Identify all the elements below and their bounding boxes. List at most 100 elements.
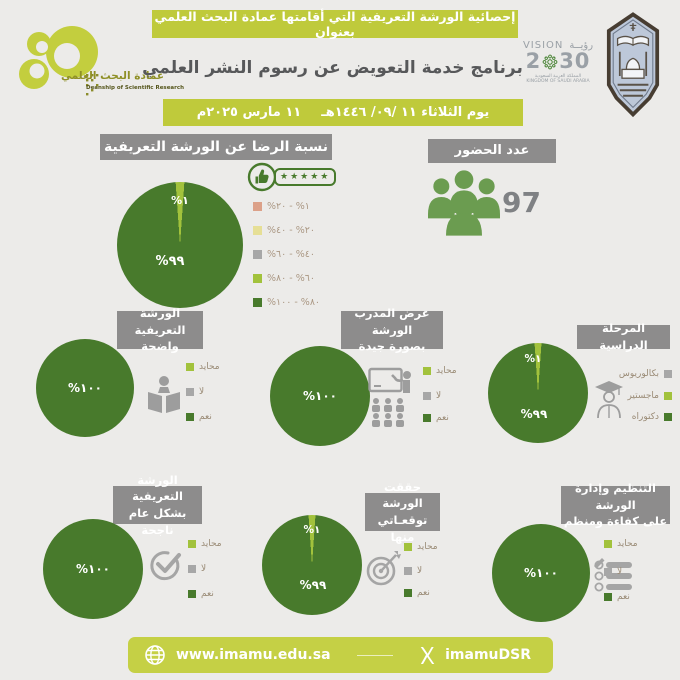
- legend-swatch: [664, 392, 672, 400]
- header-top-banner: إحصائية الورشة التعريفية التي أقامتها عم…: [152, 9, 518, 39]
- trainer-legend-item: نعم: [423, 413, 449, 423]
- trainer-chart-title: عرض المدرب الورشة بصورة جيدة: [341, 306, 443, 353]
- expectations-chart-title: حققت الورشة توقعـاتي منها: [365, 480, 440, 544]
- title-line: على كفاءة ومنظم: [563, 514, 668, 529]
- academic-legend-item: بكالوريوس: [606, 369, 672, 379]
- date-gregorian: ١١ مارس ٢٠٢٥م: [196, 105, 302, 120]
- checkmark-icon: [150, 551, 181, 581]
- legend-swatch: [604, 568, 612, 576]
- attendance-badge: عدد الحضور: [428, 139, 556, 163]
- satisfaction-small-slice-label: %١: [171, 194, 189, 207]
- legend-label: %٢٠ - %١: [267, 201, 310, 212]
- clarity-legend-item: محايد: [186, 362, 220, 372]
- satisfaction-legend-item: %٤٠ - %٢٠: [253, 225, 315, 236]
- success-chart-title: الورشة التعريفية بشكل عام ناجحة: [113, 473, 202, 537]
- globe-icon: [145, 645, 165, 665]
- x-twitter-icon: [420, 646, 435, 664]
- footer-website-link[interactable]: www.imamu.edu.sa: [176, 647, 331, 663]
- legend-label: لا: [617, 567, 623, 577]
- legend-label: نعم: [199, 412, 212, 422]
- legend-label: نعم: [617, 592, 630, 602]
- legend-label: دكتوراه: [631, 412, 659, 422]
- expectations-big-slice-label: %٩٩: [299, 578, 327, 592]
- legend-swatch: [423, 367, 431, 375]
- organization-legend-item: محايد: [604, 539, 638, 549]
- clarity-legend-item: نعم: [186, 412, 212, 422]
- vision-emblem-icon: [542, 54, 558, 69]
- expectations-legend-item: نعم: [404, 588, 430, 598]
- clarity-chart-title: الورشة التعريفية واضحة: [117, 306, 203, 353]
- vision-year-2: 2: [525, 49, 542, 73]
- legend-swatch: [253, 202, 262, 211]
- expectations-small-slice-label: %١: [303, 524, 321, 536]
- vision-year-30: 30: [559, 49, 591, 73]
- satisfaction-chart-title: نسبة الرضا عن الورشة التعريفية: [100, 134, 332, 160]
- vision-ar-text: رؤيــة: [569, 40, 594, 51]
- legend-label: نعم: [417, 588, 430, 598]
- footer-bar: www.imamu.edu.sa imamuDSR: [128, 637, 553, 673]
- legend-swatch: [186, 363, 194, 371]
- academic-legend-item: دكتوراه: [606, 412, 672, 422]
- satisfaction-pie-chart: [117, 182, 243, 308]
- title-line: الورشة التعريفية: [134, 306, 186, 337]
- academic-level-chart-title: المرحلة الدراسية: [577, 321, 670, 352]
- legend-label: لا: [417, 566, 423, 576]
- date-hijri: يوم الثلاثاء ١١ /٠٩/ ١٤٤٦هـ: [321, 105, 490, 120]
- expectations-legend-item: محايد: [404, 542, 438, 552]
- legend-swatch: [186, 388, 194, 396]
- legend-swatch: [188, 540, 196, 548]
- legend-swatch: [186, 413, 194, 421]
- satisfaction-legend-item: %١٠٠ - %٨٠: [253, 297, 320, 308]
- dsr-logo: [19, 26, 99, 96]
- legend-swatch: [404, 543, 412, 551]
- organization-legend-item: نعم: [604, 592, 630, 602]
- title-line: بشكل عام ناجحة: [128, 506, 187, 537]
- success-legend-item: محايد: [188, 539, 222, 549]
- legend-label: لا: [199, 387, 205, 397]
- trainer-center-label: %١٠٠: [303, 389, 337, 403]
- clarity-legend-item: لا: [186, 387, 204, 397]
- expectations-pie-chart: [262, 515, 362, 615]
- legend-swatch: [664, 413, 672, 421]
- page-title: برنامج خدمة التعويض عن رسوم النشر العلمي: [142, 58, 523, 78]
- title-line: توقعـاتي منها: [377, 513, 428, 544]
- vision-caption-en: KINGDOM OF SAUDI ARABIA: [526, 79, 590, 84]
- vision-2030-logo: VISION رؤيــة 2 30 المملكة العربية السعود…: [512, 40, 604, 84]
- success-legend-item: لا: [188, 564, 206, 574]
- legend-label: لا: [436, 391, 442, 401]
- legend-swatch: [404, 567, 412, 575]
- dsr-logo-english-text: Deanship of Scientific Research: [86, 85, 185, 91]
- satisfaction-legend-item: %٢٠ - %١: [253, 201, 310, 212]
- legend-swatch: [604, 540, 612, 548]
- legend-swatch: [423, 392, 431, 400]
- legend-label: لا: [201, 564, 207, 574]
- legend-swatch: [404, 589, 412, 597]
- trainer-legend-item: محايد: [423, 366, 457, 376]
- legend-swatch: [604, 593, 612, 601]
- legend-swatch: [188, 590, 196, 598]
- legend-swatch: [253, 274, 262, 283]
- vision-en-text: VISION: [522, 40, 564, 51]
- legend-label: محايد: [201, 539, 222, 549]
- clarity-center-label: %١٠٠: [68, 381, 102, 395]
- legend-label: %٦٠ - %٤٠: [267, 249, 315, 260]
- title-line: حققت الورشة: [382, 479, 423, 511]
- legend-label: نعم: [436, 413, 449, 423]
- title-line: بصورة جيدة: [358, 339, 426, 354]
- academic-level-pie-chart: [488, 343, 588, 443]
- satisfaction-big-slice-label: %٩٩: [155, 254, 185, 269]
- footer-handle-link[interactable]: imamuDSR: [445, 647, 531, 663]
- legend-label: %٤٠ - %٢٠: [267, 225, 315, 236]
- attendance-count: 97: [502, 186, 541, 219]
- success-pie-chart: [43, 519, 143, 619]
- legend-swatch: [253, 298, 262, 307]
- legend-label: نعم: [201, 589, 214, 599]
- trainer-legend-item: لا: [423, 391, 441, 401]
- attendees-group-icon: [428, 170, 500, 236]
- academic-small-slice-label: %١: [524, 353, 542, 365]
- success-legend-item: نعم: [188, 589, 214, 599]
- legend-label: محايد: [617, 539, 638, 549]
- title-line: التنظيم وإدارة الورشة: [575, 481, 656, 512]
- organization-chart-title: التنظيم وإدارة الورشة على كفاءة ومنظم: [561, 481, 670, 528]
